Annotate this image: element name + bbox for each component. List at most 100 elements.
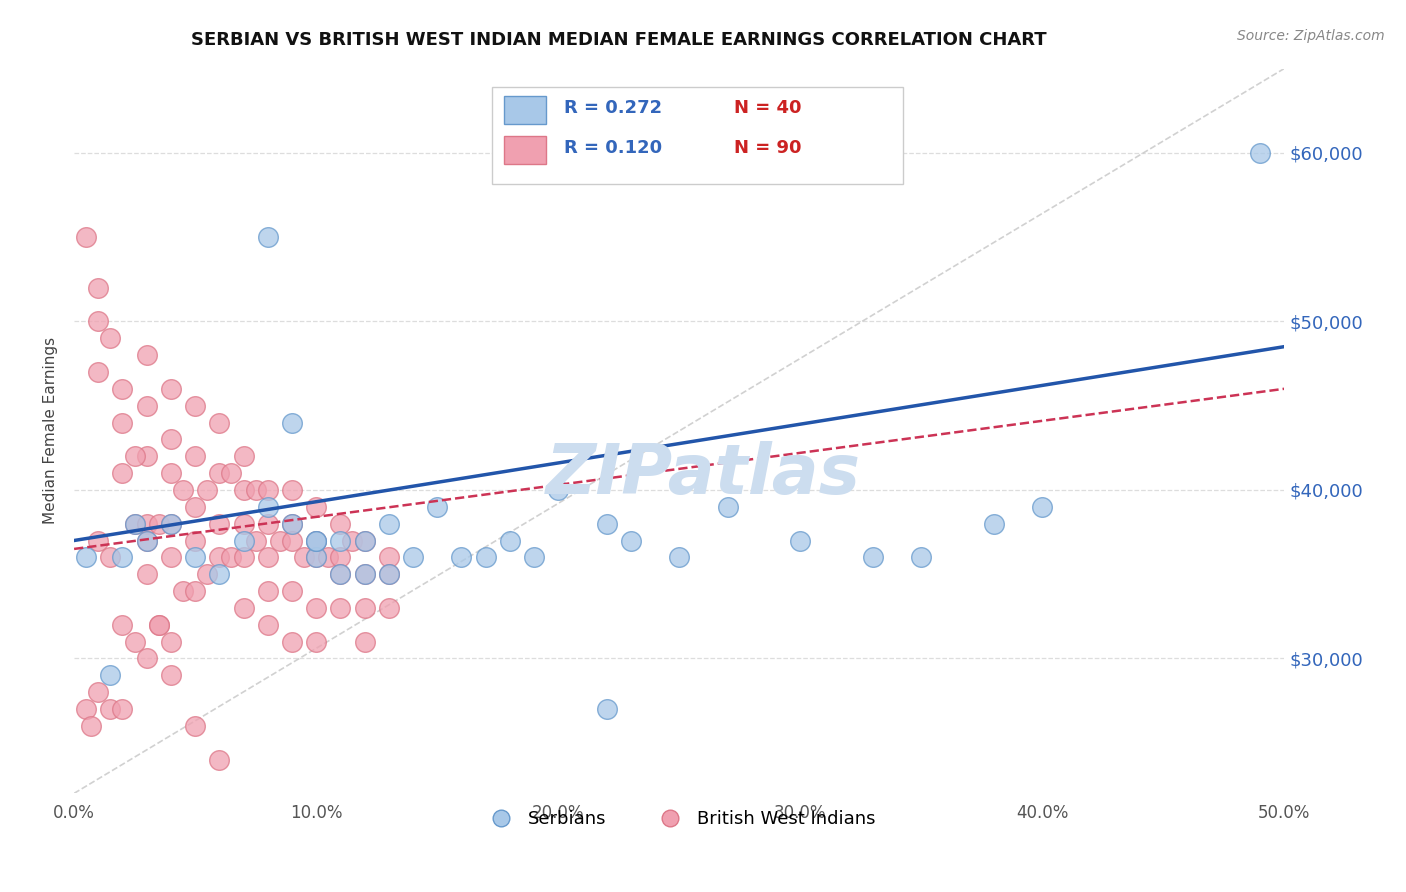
- Point: [172, 584, 194, 599]
- Point: [124, 449, 146, 463]
- Point: [305, 500, 328, 514]
- Point: [402, 550, 425, 565]
- Point: [221, 550, 243, 565]
- Point: [232, 449, 254, 463]
- Point: [111, 382, 134, 396]
- Point: [862, 550, 884, 565]
- Text: Source: ZipAtlas.com: Source: ZipAtlas.com: [1237, 29, 1385, 43]
- Point: [377, 550, 399, 565]
- Point: [329, 550, 352, 565]
- Legend: Serbians, British West Indians: Serbians, British West Indians: [475, 803, 883, 835]
- FancyBboxPatch shape: [492, 87, 903, 185]
- Point: [111, 702, 134, 716]
- Point: [329, 533, 352, 548]
- Point: [256, 584, 278, 599]
- Point: [87, 533, 110, 548]
- Point: [195, 567, 218, 582]
- Point: [377, 601, 399, 615]
- Point: [75, 702, 97, 716]
- Point: [160, 516, 183, 531]
- Point: [305, 550, 328, 565]
- Point: [160, 668, 183, 682]
- Point: [232, 533, 254, 548]
- Point: [135, 651, 157, 665]
- Point: [124, 516, 146, 531]
- Point: [245, 533, 267, 548]
- Point: [353, 634, 375, 648]
- Point: [523, 550, 546, 565]
- Point: [256, 500, 278, 514]
- Point: [329, 516, 352, 531]
- Point: [221, 466, 243, 480]
- Point: [100, 702, 122, 716]
- Point: [329, 601, 352, 615]
- Point: [124, 634, 146, 648]
- Point: [80, 719, 103, 733]
- Point: [342, 533, 364, 548]
- Point: [111, 617, 134, 632]
- Point: [910, 550, 932, 565]
- Point: [716, 500, 738, 514]
- Point: [245, 483, 267, 497]
- Point: [208, 466, 231, 480]
- Point: [305, 550, 328, 565]
- Point: [789, 533, 811, 548]
- Point: [668, 550, 690, 565]
- Point: [100, 668, 122, 682]
- Point: [499, 533, 522, 548]
- Point: [160, 634, 183, 648]
- Point: [281, 533, 304, 548]
- Point: [111, 550, 134, 565]
- Point: [281, 416, 304, 430]
- Point: [87, 280, 110, 294]
- Point: [353, 601, 375, 615]
- Point: [87, 314, 110, 328]
- Point: [426, 500, 449, 514]
- Point: [292, 550, 315, 565]
- Point: [353, 567, 375, 582]
- Point: [135, 533, 157, 548]
- Point: [281, 516, 304, 531]
- Point: [377, 516, 399, 531]
- Point: [983, 516, 1005, 531]
- Point: [184, 533, 207, 548]
- Point: [305, 634, 328, 648]
- Text: N = 90: N = 90: [734, 139, 801, 157]
- Point: [160, 466, 183, 480]
- Y-axis label: Median Female Earnings: Median Female Earnings: [44, 337, 58, 524]
- Text: SERBIAN VS BRITISH WEST INDIAN MEDIAN FEMALE EARNINGS CORRELATION CHART: SERBIAN VS BRITISH WEST INDIAN MEDIAN FE…: [191, 31, 1046, 49]
- Point: [184, 399, 207, 413]
- Point: [281, 516, 304, 531]
- Point: [232, 516, 254, 531]
- Point: [160, 382, 183, 396]
- Point: [184, 584, 207, 599]
- Point: [256, 483, 278, 497]
- Point: [353, 533, 375, 548]
- Point: [208, 567, 231, 582]
- Text: R = 0.120: R = 0.120: [564, 139, 662, 157]
- Point: [353, 567, 375, 582]
- Point: [135, 567, 157, 582]
- Point: [208, 753, 231, 767]
- Point: [595, 516, 617, 531]
- FancyBboxPatch shape: [503, 136, 546, 164]
- Point: [377, 567, 399, 582]
- Point: [232, 601, 254, 615]
- Point: [232, 550, 254, 565]
- Point: [184, 719, 207, 733]
- Point: [135, 399, 157, 413]
- Point: [1249, 145, 1271, 160]
- Point: [269, 533, 291, 548]
- Point: [148, 617, 170, 632]
- Point: [281, 584, 304, 599]
- Point: [256, 516, 278, 531]
- Point: [135, 449, 157, 463]
- Point: [124, 516, 146, 531]
- Point: [184, 449, 207, 463]
- Point: [75, 550, 97, 565]
- Point: [135, 348, 157, 362]
- Point: [100, 550, 122, 565]
- Point: [184, 550, 207, 565]
- Point: [111, 466, 134, 480]
- Point: [620, 533, 643, 548]
